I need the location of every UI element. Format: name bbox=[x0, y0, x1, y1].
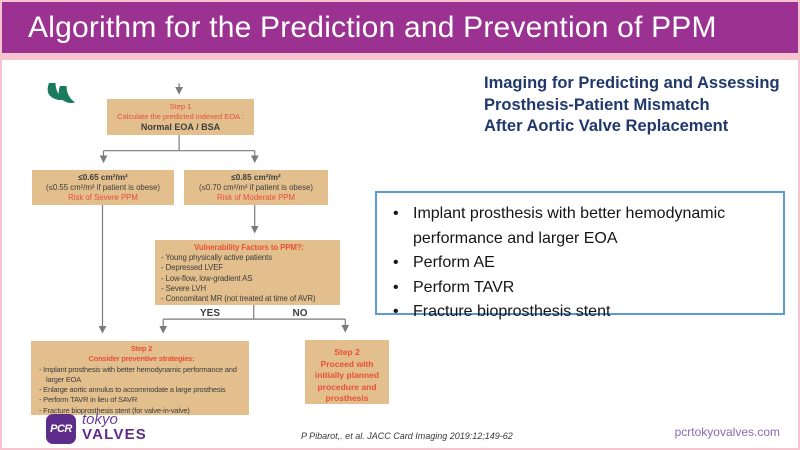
recommendation-item: • Fracture bioprosthesis stent bbox=[393, 300, 775, 325]
bullet-icon: • bbox=[393, 278, 399, 296]
pcr-logo-text: PCR bbox=[50, 423, 72, 435]
recommendation-text: Fracture bioprosthesis stent bbox=[413, 303, 611, 320]
recommendation-text: Implant prosthesis with better hemodynam… bbox=[413, 205, 726, 247]
vulnerability-box: Vulnerability Factors to PPM?: - Young p… bbox=[155, 240, 340, 305]
step2-preventive-item: - Perform TAVR in lieu of SAVR bbox=[39, 395, 138, 405]
heading-line: Prosthesis-Patient Mismatch bbox=[484, 95, 710, 114]
yes-branch-label: YES bbox=[199, 308, 220, 319]
no-branch-label: NO bbox=[292, 308, 308, 319]
quote-icon bbox=[44, 82, 82, 113]
step1-formula: Normal EOA / BSA bbox=[140, 122, 221, 132]
heading-line: After Aortic Valve Replacement bbox=[484, 117, 729, 135]
step2-proceed-box: Step 2 Proceed with initially planned pr… bbox=[305, 340, 389, 404]
logo-tokyo-text: tokyo bbox=[82, 411, 118, 428]
moderate-ppm-box: ≤0.85 cm²/m² (≤0.70 cm²/m² if patient is… bbox=[184, 170, 328, 205]
recommendations-box: • Implant prosthesis with better hemodyn… bbox=[375, 191, 785, 320]
bullet-icon: • bbox=[393, 303, 399, 320]
severe-obese-note: (≤0.55 cm²/m² if patient is obese) bbox=[46, 183, 160, 193]
recommendation-item: • Perform AE bbox=[393, 251, 775, 276]
title-bar: Algorithm for the Prediction and Prevent… bbox=[2, 2, 798, 60]
vulnerability-item: - Concomitant MR (not treated at time of… bbox=[161, 294, 316, 304]
step2-preventive-item: - Fracture bioprosthesis stent (for valv… bbox=[39, 405, 190, 415]
slide-title: Algorithm for the Prediction and Prevent… bbox=[28, 10, 717, 44]
step2-preventive-subtitle: Consider preventive strategies: bbox=[88, 354, 195, 364]
recommendation-item: • Perform TAVR bbox=[393, 276, 775, 301]
bullet-icon: • bbox=[393, 254, 399, 271]
step2-preventive-item: - Enlarge aortic annulus to accommodate … bbox=[39, 385, 226, 395]
pcr-logo-icon: PCR bbox=[46, 414, 76, 444]
heading-line: Imaging for Predicting and Assessing bbox=[484, 74, 780, 92]
step2-proceed-body: Proceed with initially planned procedure… bbox=[314, 358, 380, 404]
step2-preventive-title: Step 2 bbox=[130, 344, 153, 353]
recommendation-text: Perform AE bbox=[413, 254, 495, 271]
severe-threshold: ≤0.65 cm²/m² bbox=[78, 173, 128, 182]
recommendation-text: Perform TAVR bbox=[413, 278, 515, 296]
vulnerability-item: - Young physically active patients bbox=[161, 253, 273, 263]
vulnerability-title: Vulnerability Factors to PPM?: bbox=[194, 243, 304, 252]
logo-valves-text: VALVES bbox=[82, 426, 147, 443]
step1-box: Step 1 Calculate the predicted indexed E… bbox=[107, 99, 254, 135]
right-panel-heading: Imaging for Predicting and Assessing Pro… bbox=[484, 73, 780, 138]
severe-risk-label: Risk of Severe PPM bbox=[68, 193, 138, 203]
vulnerability-item: - Low-flow, low-gradient AS bbox=[161, 273, 253, 283]
moderate-threshold: ≤0.85 cm²/m² bbox=[231, 173, 281, 182]
step2-preventive-item: - Implant prosthesis with better hemodyn… bbox=[39, 364, 237, 384]
citation-text: P Pibarot,. et al. JACC Card Imaging 201… bbox=[301, 431, 513, 441]
moderate-obese-note: (≤0.70 cm²/m² if patient is obese) bbox=[199, 183, 313, 193]
moderate-risk-label: Risk of Moderate PPM bbox=[217, 193, 295, 203]
step1-subtitle: Calculate the predicted indexed EOA : bbox=[117, 112, 244, 121]
severe-ppm-box: ≤0.65 cm²/m² (≤0.55 cm²/m² if patient is… bbox=[32, 170, 174, 205]
step2-preventive-box: Step 2 Consider preventive strategies: -… bbox=[31, 341, 249, 415]
vulnerability-item: - Depressed LVEF bbox=[161, 263, 223, 273]
recommendation-item: • Implant prosthesis with better hemodyn… bbox=[393, 202, 775, 251]
website-link[interactable]: pcrtokyovalves.com bbox=[674, 425, 780, 439]
step2-proceed-title: Step 2 bbox=[334, 347, 360, 357]
vulnerability-item: - Severe LVH bbox=[161, 283, 207, 293]
bullet-icon: • bbox=[393, 205, 399, 222]
step1-title: Step 1 bbox=[169, 102, 192, 111]
